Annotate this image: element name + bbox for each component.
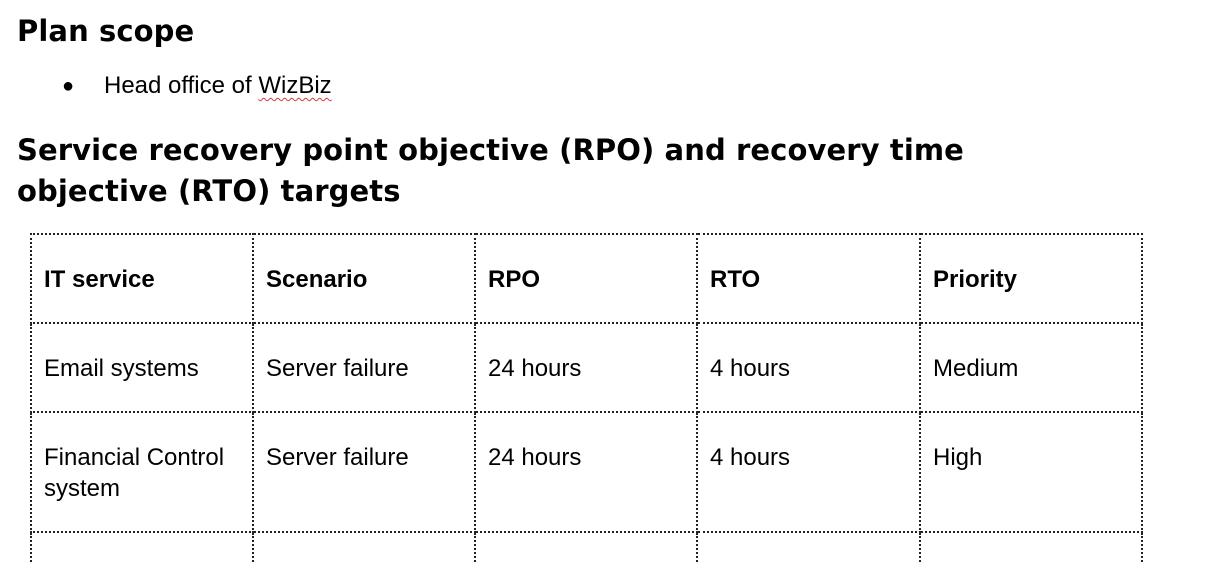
table-cell-scenario[interactable] — [252, 531, 476, 564]
table-cell-scenario[interactable]: Server failure — [252, 411, 476, 533]
column-header-scenario[interactable]: Scenario — [252, 233, 476, 324]
column-header-it-service[interactable]: IT service — [30, 233, 254, 324]
table-cell-priority[interactable]: High — [919, 411, 1143, 533]
column-header-rpo[interactable]: RPO — [474, 233, 698, 324]
table-cell-rto[interactable]: 4 hours — [696, 411, 921, 533]
table-row: Financial Control system Server failure … — [30, 411, 1143, 533]
plan-scope-heading: Plan scope — [17, 14, 195, 48]
table-cell-it-service[interactable] — [30, 531, 254, 564]
list-item[interactable]: ● Head office of WizBiz — [0, 64, 332, 108]
column-header-priority[interactable]: Priority — [919, 233, 1143, 324]
table-cell-rpo[interactable]: 24 hours — [474, 322, 698, 413]
table-cell-priority[interactable]: Medium — [919, 322, 1143, 413]
table-cell-rpo[interactable]: 24 hours — [474, 411, 698, 533]
table-cell-it-service[interactable]: Financial Control system — [30, 411, 254, 533]
rpo-rto-table: IT service Scenario RPO RTO Priority Ema… — [30, 233, 1143, 564]
table-cell-priority[interactable] — [919, 531, 1143, 564]
table-cell-scenario[interactable]: Server failure — [252, 322, 476, 413]
table-cell-it-service[interactable]: Email systems — [30, 322, 254, 413]
table-cell-rto[interactable]: 4 hours — [696, 322, 921, 413]
table-cell-rto[interactable] — [696, 531, 921, 564]
spellcheck-flagged-word[interactable]: WizBiz — [258, 72, 332, 99]
table-row: Email systems Server failure 24 hours 4 … — [30, 322, 1143, 413]
table-cell-rpo[interactable] — [474, 531, 698, 564]
list-item-text: Head office of — [104, 72, 259, 99]
plan-scope-list: ● Head office of WizBiz — [0, 64, 332, 108]
bullet-icon: ● — [62, 75, 75, 97]
table-row — [30, 531, 1143, 564]
rpo-rto-heading: Service recovery point objective (RPO) a… — [17, 133, 964, 208]
table-header-row: IT service Scenario RPO RTO Priority — [30, 233, 1143, 324]
column-header-rto[interactable]: RTO — [696, 233, 921, 324]
